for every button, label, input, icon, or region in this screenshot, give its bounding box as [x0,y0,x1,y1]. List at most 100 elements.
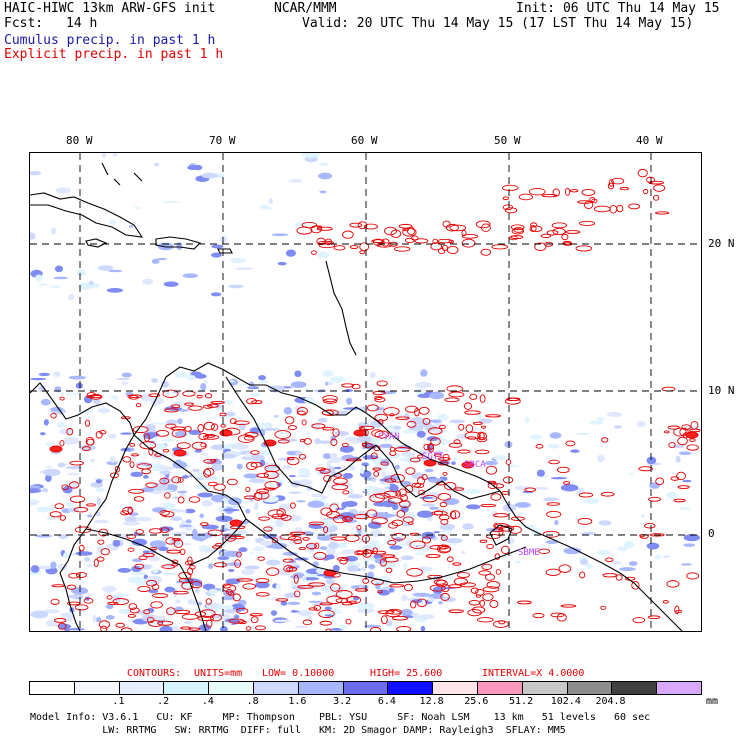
explicit-contour [575,245,593,252]
explicit-contour [54,503,65,510]
cumulus-cell [203,548,217,553]
cumulus-cell [525,416,530,424]
explicit-contour [330,583,341,592]
cumulus-cell [547,443,560,449]
explicit-contour [220,424,226,428]
cumulus-cell [414,552,426,556]
explicit-contour [388,522,399,529]
cumulus-cell [259,380,268,384]
cumulus-cell [186,374,196,381]
cumulus-cell [327,381,333,386]
explicit-contour [433,453,442,457]
explicit-contour [673,498,686,503]
cumulus-cell [545,540,559,544]
cumulus-cell [230,257,246,264]
cumulus-cell [369,419,384,428]
explicit-contour [409,540,426,550]
cumulus-cell [166,419,178,425]
explicit-contour [485,465,498,475]
cumulus-cell [463,488,482,495]
explicit-contour [425,554,441,558]
cumulus-cell [151,482,169,491]
explicit-contour [298,453,307,460]
explicit-contour [479,394,486,403]
cumulus-cell [53,371,61,378]
cumulus-cell [65,393,79,396]
explicit-contour [385,609,401,618]
explicit-contour [141,468,152,475]
explicit-contour [461,229,467,237]
explicit-contour [410,457,421,463]
cumulus-cell [130,571,147,576]
explicit-contour [637,168,648,178]
explicit-precip-layer [49,168,701,631]
explicit-contour [474,589,485,596]
explicit-contour [274,430,292,439]
cumulus-cell [389,453,400,459]
cumulus-cell [303,396,315,404]
explicit-contour [315,467,327,471]
explicit-contour [308,582,326,587]
cumulus-cell [451,456,458,461]
cumulus-cell [438,460,450,466]
explicit-contour [380,554,396,558]
explicit-contour [251,400,263,405]
explicit-contour [237,620,247,625]
explicit-contour [250,450,260,455]
explicit-contour [485,573,496,581]
cumulus-cell [197,473,205,479]
cumulus-cell [84,557,91,562]
explicit-contour [166,607,176,616]
coast-lesser-antilles [325,260,357,356]
explicit-contour [178,477,184,483]
cumulus-cell [50,561,57,569]
explicit-contour [414,238,429,244]
cumulus-cell [319,190,327,194]
cumulus-cell [370,529,382,537]
cumulus-cell [437,413,449,421]
explicit-contour [372,547,378,555]
cumulus-cell [449,419,466,424]
cumulus-cell [79,444,96,451]
cumulus-cell [30,377,47,381]
cumulus-cell [188,429,201,436]
colorbar-swatch [253,682,299,694]
cumulus-cell [43,419,49,426]
explicit-contour [389,446,396,452]
explicit-contour [530,222,538,228]
cumulus-cell [240,451,247,455]
explicit-contour [674,605,680,615]
border-colombia [133,434,247,566]
explicit-contour [86,503,96,507]
explicit-contour [647,615,661,620]
explicit-contour [579,571,586,579]
explicit-contour [213,562,228,568]
cumulus-cell [185,519,192,524]
cumulus-cell [484,460,498,466]
explicit-contour [679,427,689,437]
cumulus-cell [151,258,160,264]
cumulus-cell [220,625,228,631]
cumulus-cell [429,419,442,423]
explicit-contour [213,483,226,491]
explicit-contour [440,592,450,601]
explicit-contour [474,449,490,455]
cumulus-cell [150,422,168,425]
explicit-contour [257,556,265,561]
explicit-contour [57,622,67,630]
explicit-contour [293,590,301,598]
colorbar [29,681,702,695]
explicit-contour [114,465,121,473]
cumulus-cell [105,604,114,610]
explicit-contour [446,385,464,393]
explicit-contour [359,242,370,252]
explicit-contour [335,598,349,604]
cumulus-cell [271,471,280,480]
explicit-contour [245,626,252,631]
cumulus-cell [263,428,281,432]
org-label: NCAR/MMM [274,1,337,16]
cumulus-cell [271,233,289,237]
explicit-contour [202,434,220,440]
lon-label-50w: 50 W [494,134,521,147]
cumulus-cell [90,458,95,463]
